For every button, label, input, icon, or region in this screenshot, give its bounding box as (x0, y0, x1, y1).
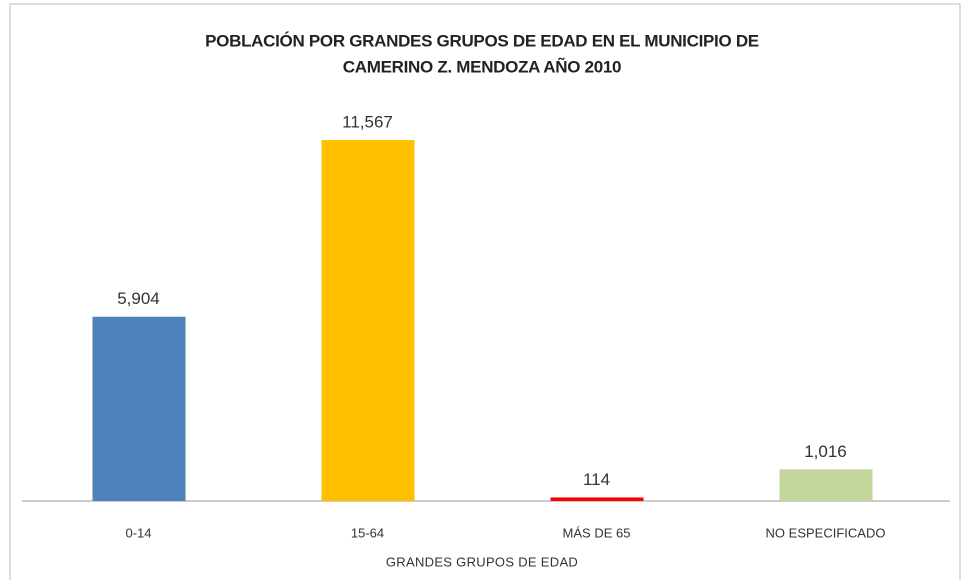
value-label: 114 (583, 470, 610, 489)
x-tick-label: 15-64 (351, 525, 384, 540)
value-label: 1,016 (804, 442, 847, 461)
chart-title: POBLACIÓN POR GRANDES GRUPOS DE EDAD EN … (205, 31, 759, 50)
x-tick-label: NO ESPECIFICADO (766, 525, 886, 540)
bar (92, 316, 186, 501)
chart-title: CAMERINO Z. MENDOZA AÑO 2010 (343, 56, 621, 76)
bar (779, 469, 873, 501)
bar (321, 140, 415, 501)
bar (550, 497, 644, 501)
x-axis-title: GRANDES GRUPOS DE EDAD (386, 554, 578, 569)
chart-frame (9, 3, 961, 580)
x-tick-label: MÁS DE 65 (563, 525, 631, 540)
value-label: 11,567 (342, 112, 393, 131)
value-label: 5,904 (117, 289, 160, 308)
x-tick-label: 0-14 (125, 525, 151, 540)
